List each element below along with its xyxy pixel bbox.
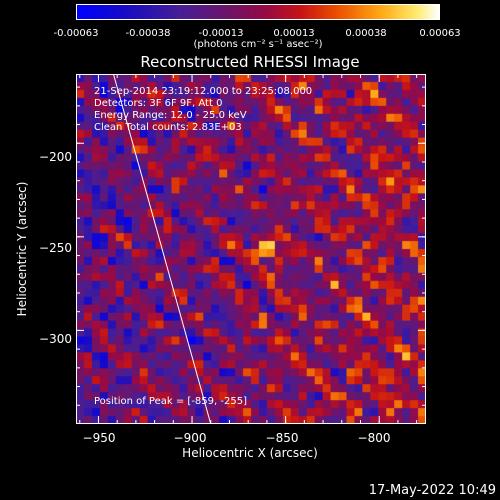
x-tick-label: −950 bbox=[82, 431, 116, 445]
y-tick-label: −200 bbox=[39, 150, 72, 164]
axis-ticks bbox=[76, 74, 426, 424]
y-tick-label: −250 bbox=[39, 241, 72, 255]
chart-title: Reconstructed RHESSI Image bbox=[140, 53, 360, 71]
colorbar bbox=[76, 4, 440, 20]
colorbar-tick: -0.00038 bbox=[125, 28, 171, 39]
colorbar-unit: (photons cm⁻² s⁻¹ asec⁻²) bbox=[193, 39, 323, 50]
colorbar-tick: 0.00063 bbox=[419, 28, 461, 39]
timestamp: 17-May-2022 10:49 bbox=[368, 483, 496, 498]
x-tick-label: −900 bbox=[173, 431, 207, 445]
colorbar-tick: 0.00038 bbox=[345, 28, 387, 39]
x-axis-label: Heliocentric X (arcsec) bbox=[182, 446, 318, 460]
x-tick-label: −800 bbox=[357, 431, 391, 445]
peak-position-label: Position of Peak = [-859, -255] bbox=[94, 396, 247, 407]
y-tick-label: −300 bbox=[39, 332, 72, 346]
annotation-counts: Clean Total counts: 2.83E+03 bbox=[94, 122, 242, 133]
x-tick-label: −850 bbox=[265, 431, 299, 445]
colorbar-tick: 0.00013 bbox=[273, 28, 315, 39]
annotation-detectors: Detectors: 3F 6F 9F, Att 0 bbox=[94, 98, 223, 109]
colorbar-tick: -0.00013 bbox=[198, 28, 244, 39]
annotation-energy: Energy Range: 12.0 - 25.0 keV bbox=[94, 110, 247, 121]
colorbar-tick: -0.00063 bbox=[53, 28, 99, 39]
plot-area bbox=[76, 74, 426, 424]
heatmap-image bbox=[76, 74, 426, 424]
plot-frame bbox=[76, 74, 426, 424]
annotation-time: 21-Sep-2014 23:19:12.000 to 23:25:08.000 bbox=[94, 86, 313, 97]
limb-line bbox=[112, 74, 212, 424]
y-axis-label: Heliocentric Y (arcsec) bbox=[15, 181, 29, 317]
